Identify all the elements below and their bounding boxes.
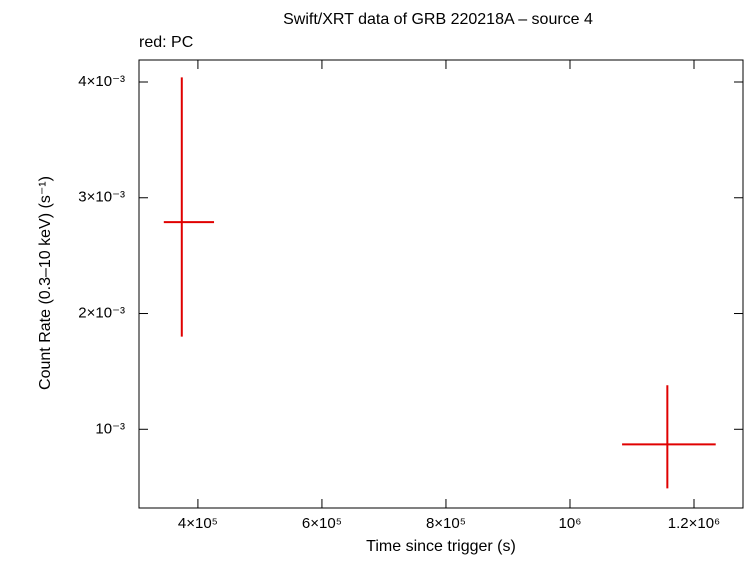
- plot-frame: [138, 59, 744, 509]
- chart-title: Swift/XRT data of GRB 220218A – source 4: [283, 11, 593, 28]
- annotation: red: PC: [139, 34, 193, 51]
- y-axis-label: Count Rate (0.3–10 keV) (s⁻¹): [37, 176, 54, 390]
- y-tick-label: 10⁻³: [95, 420, 125, 437]
- x-tick-label: 10⁶: [559, 515, 582, 532]
- x-axis-label: Time since trigger (s): [366, 538, 516, 555]
- y-tick-label: 4×10⁻³: [78, 73, 125, 90]
- x-tick-label: 4×10⁵: [178, 515, 218, 532]
- y-tick-label: 2×10⁻³: [78, 304, 125, 321]
- x-tick-label: 6×10⁵: [302, 515, 342, 532]
- x-tick-label: 8×10⁵: [426, 515, 466, 532]
- x-tick-label: 1.2×10⁶: [668, 515, 720, 532]
- y-tick-label: 3×10⁻³: [78, 189, 125, 206]
